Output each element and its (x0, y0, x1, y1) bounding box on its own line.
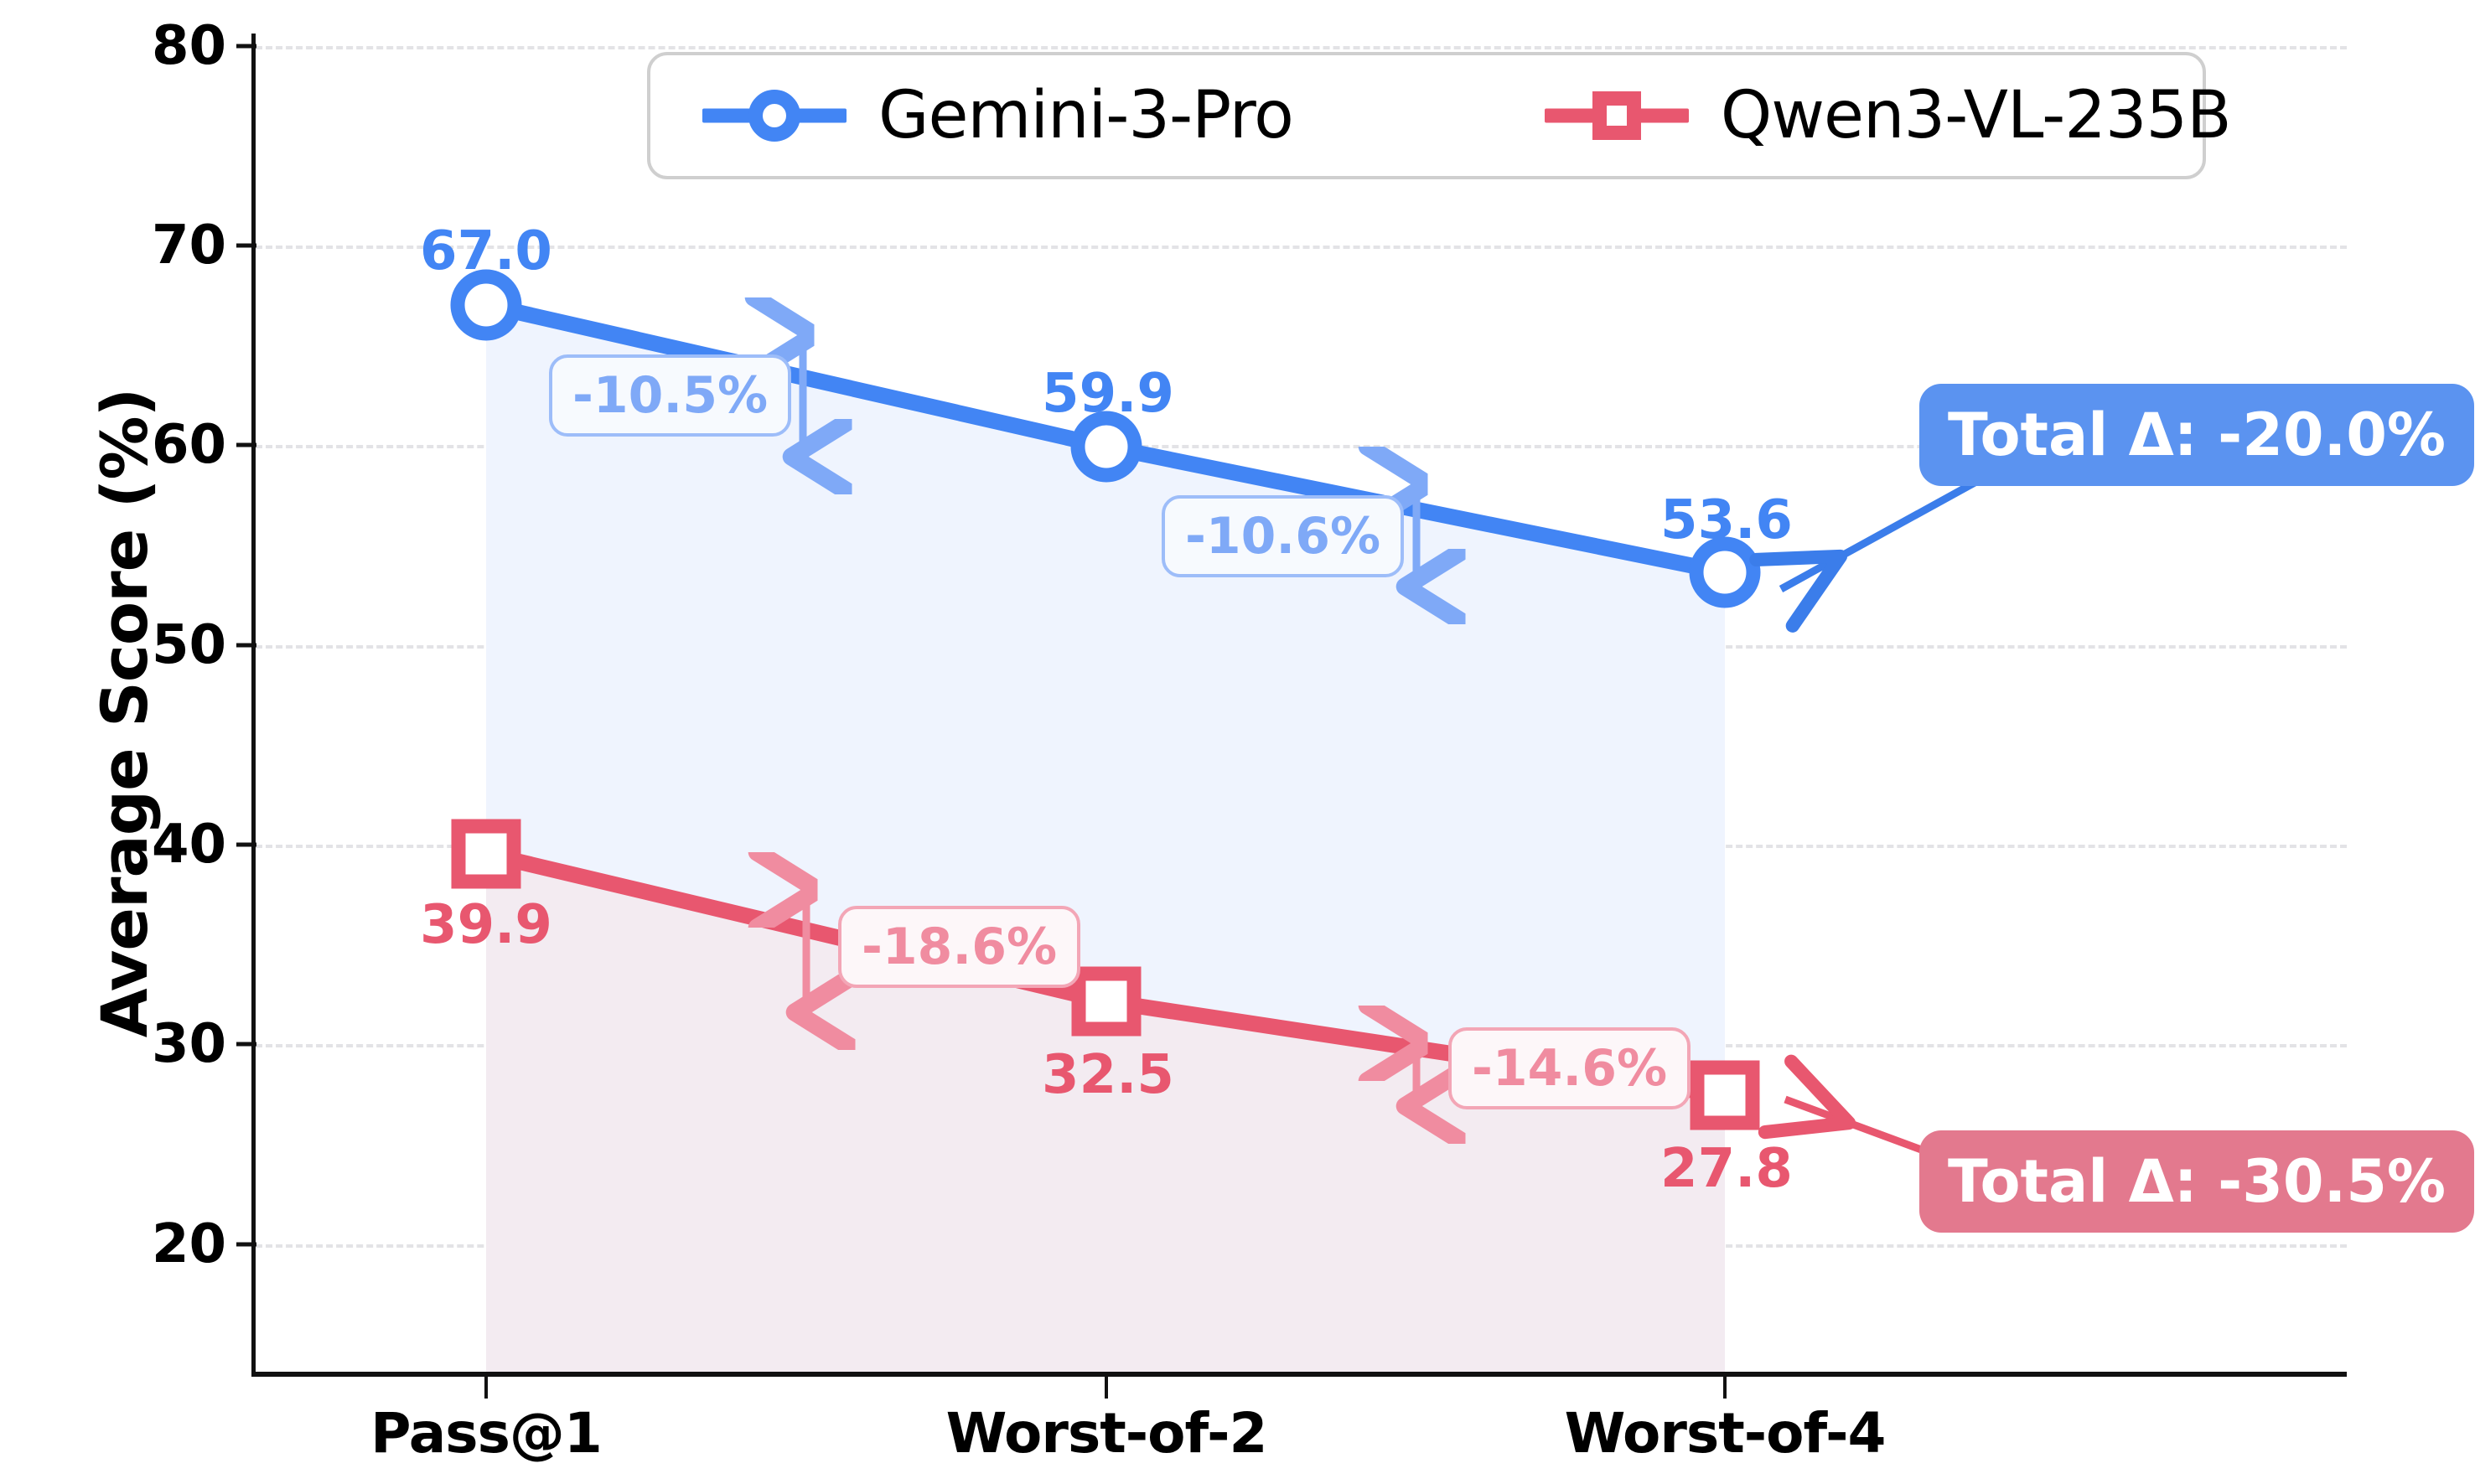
value-label-gemini-worst2: 59.9 (1042, 363, 1174, 425)
value-label-gemini-pass1: 67.0 (420, 220, 552, 282)
y-tick-mark-30 (236, 1042, 256, 1047)
value-label-qwen-pass1: 39.9 (420, 894, 552, 956)
data-point-qwen-worst2 (1071, 966, 1142, 1037)
x-tick-label-worst4: Worst-of-4 (1564, 1401, 1887, 1466)
value-label-gemini-worst4: 53.6 (1660, 489, 1793, 551)
y-axis-line (251, 34, 256, 1374)
legend-label-qwen: Qwen3-VL-235B (1720, 78, 2232, 153)
gridline-70 (256, 246, 2347, 249)
y-tick-label-20: 20 (151, 1213, 226, 1275)
legend-marker-circle-icon (702, 90, 847, 142)
y-tick-label-60: 60 (151, 414, 226, 476)
y-tick-label-50: 50 (151, 614, 226, 676)
gridline-80 (256, 46, 2347, 49)
y-tick-mark-20 (236, 1242, 256, 1247)
x-tick-label-worst2: Worst-of-2 (945, 1401, 1268, 1466)
data-point-gemini-worst2 (1070, 411, 1142, 483)
x-tick-mark-worst2 (1105, 1377, 1108, 1399)
total-delta-leader-gemini (1749, 466, 2001, 633)
total-delta-badge-gemini: Total Δ: -20.0% (1919, 384, 2475, 486)
y-tick-mark-40 (236, 842, 256, 847)
x-tick-mark-pass1 (484, 1377, 488, 1399)
data-point-qwen-worst4 (1690, 1060, 1760, 1130)
chart-legend[interactable]: Gemini-3-Pro Qwen3-VL-235B (647, 52, 2232, 179)
data-point-qwen-pass1 (451, 819, 521, 889)
legend-item-gemini[interactable]: Gemini-3-Pro (702, 78, 1294, 153)
y-tick-mark-70 (236, 243, 256, 248)
y-tick-label-40: 40 (151, 814, 226, 876)
y-tick-label-70: 70 (151, 215, 226, 277)
y-tick-label-30: 30 (151, 1013, 226, 1075)
delta-chip-qwen-1: -18.6% (838, 906, 1081, 988)
delta-chip-gemini-2: -10.6% (1162, 495, 1405, 577)
y-tick-mark-50 (236, 643, 256, 648)
x-tick-label-pass1: Pass@1 (370, 1401, 603, 1466)
delta-chip-qwen-2: -14.6% (1448, 1027, 1691, 1109)
value-label-qwen-worst2: 32.5 (1042, 1044, 1174, 1106)
legend-item-qwen[interactable]: Qwen3-VL-235B (1544, 78, 2232, 153)
y-tick-mark-80 (236, 44, 256, 49)
x-tick-mark-worst4 (1723, 1377, 1727, 1399)
x-axis-line (251, 1372, 2347, 1377)
y-tick-label-80: 80 (151, 15, 226, 77)
y-tick-mark-60 (236, 442, 256, 447)
legend-label-gemini: Gemini-3-Pro (878, 78, 1294, 153)
data-point-gemini-worst4 (1689, 536, 1761, 608)
gridline-60 (256, 445, 2347, 448)
delta-chip-gemini-1: -10.5% (549, 354, 792, 437)
legend-marker-square-icon (1544, 91, 1689, 140)
data-point-gemini-pass1 (450, 269, 522, 341)
total-delta-badge-qwen: Total Δ: -30.5% (1919, 1130, 2475, 1233)
value-label-qwen-worst4: 27.8 (1660, 1138, 1793, 1200)
